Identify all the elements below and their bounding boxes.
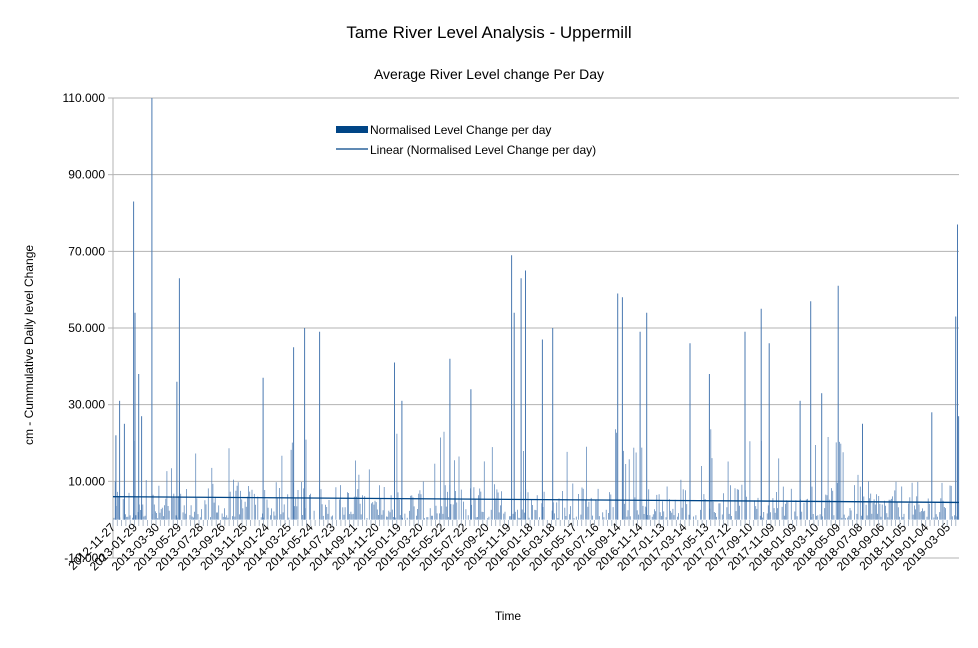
y-tick-label: 10.000 [68, 474, 105, 488]
x-axis-label: Time [495, 609, 522, 623]
legend-trend-label: Linear (Normalised Level Change per day) [370, 143, 596, 157]
y-tick-label: -10.000 [64, 551, 105, 565]
bar-series [113, 98, 960, 520]
y-tick-label: 70.000 [68, 244, 105, 258]
y-tick-label: 50.000 [68, 321, 105, 335]
y-tick-label: 30.000 [68, 398, 105, 412]
trendline [112, 496, 960, 504]
legend-bar-swatch [336, 126, 368, 133]
y-tick-label: 110.000 [63, 91, 106, 105]
gridlines [113, 97, 959, 559]
legend: Normalised Level Change per day Linear (… [336, 123, 596, 157]
y-tick-label: 90.000 [68, 168, 105, 182]
chart-subtitle: Average River Level change Per Day [374, 66, 604, 82]
y-axis-label: cm - Cummulative Daily level Change [22, 245, 36, 445]
trendline-series [112, 496, 960, 504]
legend-bar-label: Normalised Level Change per day [370, 123, 551, 137]
chart-title: Tame River Level Analysis - Uppermill [346, 23, 631, 42]
